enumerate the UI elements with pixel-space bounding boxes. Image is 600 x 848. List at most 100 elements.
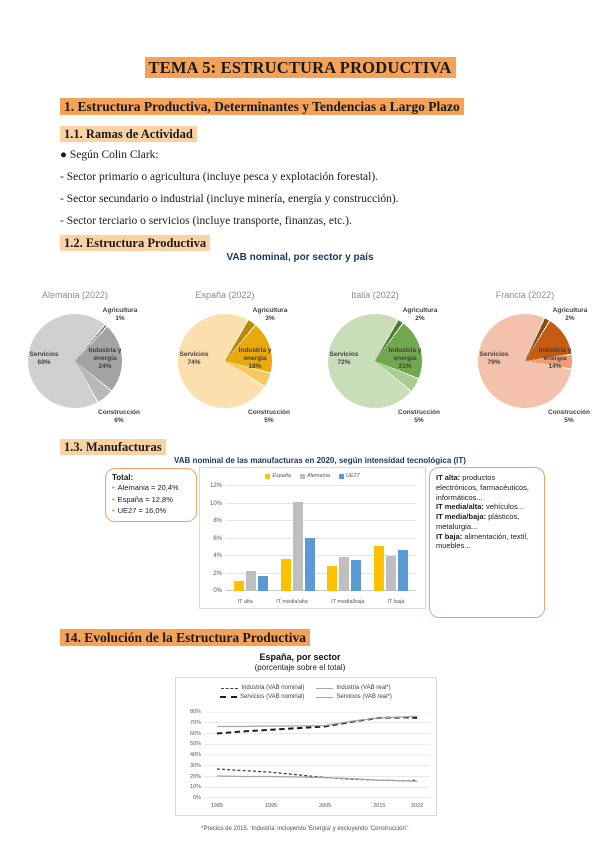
gridline [226,520,416,522]
legend-label: Servicios (VAB nominal) [240,694,305,700]
gridline [226,537,416,539]
document-title-row: TEMA 5: ESTRUCTURA PRODUCTIVA [0,57,600,78]
y-tick-label: 60% [189,730,201,737]
x-tick-label: 1985 [210,803,223,809]
chart-footnote: *Precios de 2015. ‘Industria’ incluyendo… [201,826,409,832]
pie-slice-name: Agricultura [102,307,138,314]
bar-ue27 [351,560,362,591]
section-14-heading: 14. Evolución de la Estructura Productiv… [60,629,311,646]
pie-slice-name: Servicios [479,351,509,358]
section-1-1-heading: 1.1. Ramas de Actividad [60,126,197,142]
pie-slice-label: Industria y energía 18% [230,347,280,371]
bar-groups [226,486,416,591]
y-tick-label: 0% [193,795,201,801]
legend-item: España [265,473,291,479]
legend-label: España [272,473,291,479]
bar-group-it-baja [373,486,408,591]
total-item: • España = 12,8% [112,494,193,506]
it-category-label: IT media/baja: [436,512,487,521]
pie-slice-label: Construcción 5% [540,409,598,425]
legend-label: Servicios (VAB real*) [336,694,392,700]
total-item-text: UE27 = 16,0% [117,506,167,516]
pie-slice-name: Industria y energía [538,347,572,363]
page-title: TEMA 5: ESTRUCTURA PRODUCTIVA [144,57,456,78]
bar-españa [280,558,291,591]
x-tick-label: 2015 [373,803,386,809]
pie-slice-name: Agricultura [402,307,438,314]
y-tick-label: 40% [189,752,201,758]
pie-slice-label: Servicios 79% [472,351,516,367]
pie-chart-circle [328,314,422,408]
x-tick-label: IT media/baja [331,599,365,605]
pie-chart-circle [178,314,272,408]
pie-slice-name: Construcción [248,409,290,416]
y-tick-label: 70% [189,719,201,726]
bar-chart-title: VAB nominal de las manufacturas en 2020,… [174,456,466,465]
sector-terciario-line: - Sector terciario o servicios (incluye … [60,215,352,227]
legend-row-1: Industria (VAB nominal) Industria (VAB re… [221,685,391,691]
it-category-examples: alimentación, textil, muebles... [436,531,529,551]
legend-label: Alemania [306,473,330,479]
line-chart-y-axis: 0% 10% 20% 30% 40% 50% 60% 70% 80% [178,709,201,801]
pie-figure-title: España (2022) [195,290,255,300]
y-tick-label: 30% [189,762,201,769]
y-tick-label: 2% [213,570,222,577]
pie-slice-label: Construcción 5% [390,409,448,425]
pie-slice-value: 5% [564,417,574,425]
pie-slice-name: Servicios [29,351,59,358]
y-tick-label: 80% [189,709,201,715]
pie-slice-value: 14% [548,363,562,371]
bar-españa [327,565,338,591]
pie-slice-value: 2% [565,315,575,323]
pie-figure: Francia (2022) Agricultura 2% Industria y e… [450,287,600,435]
pie-slice-value: 24% [98,363,112,371]
bullet-icon: • [112,483,115,492]
pie-slice-name: Industria y energía [88,347,122,363]
pie-slice-name: Industria y energía [238,347,272,363]
legend-line-sample [316,687,334,689]
line-series-servicios-vab-real- [216,715,418,728]
bar-group-it-media-baja [327,486,362,591]
pie-figure-title: Francia (2022) [495,290,555,300]
bar-chart: España Alemania UE27 0% 2% 4% 6% 8% 10% 12% IT alt… [199,467,426,609]
pie-slice-name: Servicios [179,351,209,358]
it-category-examples: productos electrónicos, farmacéuticos, i… [436,473,529,502]
gridline [226,485,416,486]
total-item: • Alemania = 20,4% [112,482,193,494]
bar-españa [373,546,384,591]
it-category-label: IT alta: [436,473,461,482]
colin-clark-bullet: ● Según Colin Clark: [60,149,159,161]
line-chart-svg [204,711,430,799]
pie-figure: Italia (2022) Agricultura 2% Industria y en… [300,287,450,435]
section-1-3-heading: 1.3. Manufacturas [60,439,166,455]
legend-item: Industria (VAB nominal) [221,685,304,691]
legend-swatch [265,473,271,479]
total-item-text: España = 12,8% [117,494,173,504]
y-tick-label: 4% [213,553,222,560]
x-tick-label: 2005 [318,803,332,809]
pie-slice-name: Construcción [398,409,440,416]
bar-alemania [385,556,396,591]
total-box-items: • Alemania = 20,4% • España = 12,8% • UE27 = … [112,482,193,517]
bar-ue27 [397,549,408,591]
legend-line-sample [221,687,239,689]
legend-swatch [338,473,344,479]
legend-label: Industria (VAB nominal) [241,685,305,691]
bar-group-it-alta [234,486,269,591]
pie-slice-label: Agricultura 2% [392,307,448,323]
bar-alemania [292,501,303,591]
line-chart-title: España, por sector [259,652,341,662]
pie-slice-label: Industria y energía 21% [380,347,430,371]
it-category-examples: plásticos, metalurgia... [436,512,520,531]
pie-figure: España (2022) Agricultura 3% Industria y en… [150,287,300,435]
line-chart-legend: Industria (VAB nominal) Industria (VAB re… [176,685,436,700]
pie-slice-label: Construcción 5% [240,409,298,425]
pie-figure-title: Italia (2022) [351,290,399,300]
it-category-examples: vehículos... [486,502,524,512]
it-category-entry: IT baja: alimentación, textil, muebles..… [436,532,538,552]
y-tick-label: 6% [213,535,222,542]
pie-slice-label: Agricultura 3% [242,307,298,323]
bullet-icon: • [112,506,115,516]
pie-slice-value: 6% [114,417,124,425]
pie-slice-name: Construcción [548,409,590,416]
